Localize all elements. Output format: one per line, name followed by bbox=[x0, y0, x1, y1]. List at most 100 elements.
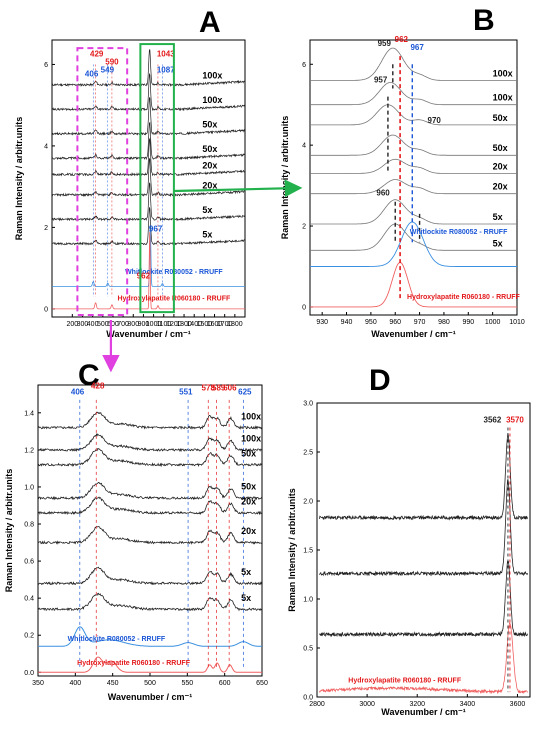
magnification-label: 20x bbox=[493, 182, 508, 192]
x-tick-label: 450 bbox=[107, 680, 119, 687]
spectrum-line bbox=[52, 72, 245, 112]
magnification-label: 50x bbox=[202, 120, 217, 130]
x-tick-label: 300 bbox=[77, 321, 89, 328]
magnification-label: 5x bbox=[493, 238, 503, 248]
panel-c: 350 400 450 500 550 600 650 0.0 0.2 0.4 0.6 0.8 1.0 1… bbox=[4, 359, 268, 702]
reference-whitlockite-line bbox=[310, 221, 517, 267]
spectrum-line bbox=[38, 592, 262, 612]
y-tick-label: 2 bbox=[44, 225, 48, 232]
x-axis-label: Wavenumber / cm⁻¹ bbox=[106, 329, 190, 339]
peak-label: 970 bbox=[428, 116, 442, 125]
spectrum-line bbox=[38, 448, 262, 468]
x-axis-label: Wavenumber / cm⁻¹ bbox=[371, 329, 455, 339]
zoom-overlay bbox=[102, 179, 303, 373]
magnification-label: 20x bbox=[241, 526, 256, 536]
x-tick-label: 1100 bbox=[156, 321, 171, 328]
reference-label: Hydroxylapatite R060180 - RRUFF bbox=[77, 660, 191, 667]
x-tick-label: 1500 bbox=[197, 321, 213, 328]
y-tick-label: 0.8 bbox=[24, 522, 34, 529]
spectrum-line bbox=[38, 411, 262, 430]
plot-area bbox=[310, 47, 517, 308]
x-tick-label: 1000 bbox=[146, 321, 162, 328]
y-axis-label: Raman Intensity / arbitr.units bbox=[4, 469, 14, 593]
x-tick-label: 3600 bbox=[510, 701, 526, 708]
y-tick-label: 0.4 bbox=[24, 596, 34, 603]
y-tick-label: 1.0 bbox=[303, 597, 313, 604]
x-tick-label: 550 bbox=[181, 680, 193, 687]
spectrum-line bbox=[310, 82, 517, 106]
x-tick-label: 1300 bbox=[176, 321, 192, 328]
y-tick-label: 0.0 bbox=[24, 670, 34, 677]
reference-whitlockite-line bbox=[52, 225, 245, 287]
reference-hydroxylapatite-line bbox=[38, 656, 262, 673]
magnification-label: 50x bbox=[241, 448, 256, 458]
panel-a: 2003004005006007008009001000110012001300… bbox=[14, 6, 246, 339]
magnification-label: 50x bbox=[493, 113, 508, 123]
magnification-label: 100x bbox=[202, 71, 222, 81]
x-tick-label: 980 bbox=[438, 319, 450, 326]
x-tick-label: 3400 bbox=[460, 701, 476, 708]
x-tick-label: 1800 bbox=[227, 321, 243, 328]
x-tick-label: 2800 bbox=[309, 701, 325, 708]
magnification-label: 20x bbox=[493, 161, 508, 171]
x-tick-label: 1200 bbox=[166, 321, 182, 328]
spectrum-line bbox=[319, 433, 528, 521]
peak-label: 406 bbox=[85, 70, 99, 79]
x-tick-label: 700 bbox=[117, 321, 129, 328]
x-tick-label: 1000 bbox=[485, 319, 501, 326]
y-tick-label: 0.2 bbox=[24, 633, 34, 640]
x-tick-label: 600 bbox=[107, 321, 119, 328]
y-tick-label: 0.0 bbox=[303, 695, 313, 702]
y-tick-label: 0 bbox=[44, 306, 48, 313]
y-tick-label: 6 bbox=[302, 62, 306, 69]
spectrum-line bbox=[310, 199, 517, 225]
x-tick-label: 1600 bbox=[207, 321, 223, 328]
panel-b: 930 940 950 960 970 980 990 1000 1010 0 2 4 6 Wavenum… bbox=[280, 4, 525, 339]
peak-label: 578 bbox=[202, 384, 216, 393]
y-tick-label: 4 bbox=[302, 143, 306, 150]
x-axis-label: Wavenumber / cm⁻¹ bbox=[108, 692, 192, 702]
magnification-label: 20x bbox=[202, 181, 217, 191]
spectrum-line bbox=[310, 179, 517, 195]
magnification-label: 5x bbox=[202, 230, 212, 240]
peak-label: 967 bbox=[149, 224, 163, 233]
peak-label: 589 bbox=[212, 384, 226, 393]
x-tick-label: 1700 bbox=[217, 321, 233, 328]
x-tick-label: 3000 bbox=[359, 701, 375, 708]
y-tick-label: 2.0 bbox=[303, 499, 313, 506]
y-axis-label: Raman Intensity / arbitr.units bbox=[287, 488, 297, 612]
x-tick-label: 3200 bbox=[409, 701, 425, 708]
spectrum-line bbox=[38, 525, 262, 545]
x-tick-label: 400 bbox=[69, 680, 81, 687]
peak-label: 590 bbox=[105, 57, 119, 66]
reference-whitlockite-line bbox=[38, 626, 262, 647]
spectrum-line bbox=[319, 561, 528, 638]
y-tick-label: 1.0 bbox=[24, 484, 34, 491]
panel-d: 2800 3000 3200 3400 3600 0.0 0.5 1.0 1.5 2.0 2.5 3.… bbox=[287, 364, 531, 717]
y-tick-label: 4 bbox=[44, 143, 48, 150]
peak-label: 967 bbox=[410, 43, 424, 52]
y-tick-label: 0 bbox=[302, 304, 306, 311]
y-axis-label: Raman Intensity / arbitr.units bbox=[14, 117, 24, 241]
plot-frame bbox=[37, 384, 263, 677]
panel-letter: B bbox=[473, 4, 495, 37]
x-tick-label: 950 bbox=[365, 319, 377, 326]
spectrum-line bbox=[310, 104, 517, 126]
peak-label: 1043 bbox=[157, 49, 175, 58]
magnification-label: 20x bbox=[241, 497, 256, 507]
spectrum-line bbox=[38, 432, 262, 453]
spectrum-line bbox=[38, 496, 262, 516]
magnification-label: 100x bbox=[241, 411, 261, 421]
spectrum-line bbox=[52, 97, 245, 136]
magnification-label: 100x bbox=[202, 95, 222, 105]
peak-label: 957 bbox=[374, 75, 388, 84]
zoom-box-magenta bbox=[76, 47, 129, 316]
spectrum-line bbox=[52, 182, 245, 222]
spectrum-line bbox=[310, 223, 517, 251]
plot-area bbox=[319, 427, 528, 695]
x-tick-label: 1400 bbox=[186, 321, 202, 328]
peak-label: 962 bbox=[137, 271, 151, 280]
reference-label: Whitlockite R080052 - RRUFF bbox=[410, 229, 508, 236]
y-tick-label: 0.5 bbox=[303, 646, 313, 653]
